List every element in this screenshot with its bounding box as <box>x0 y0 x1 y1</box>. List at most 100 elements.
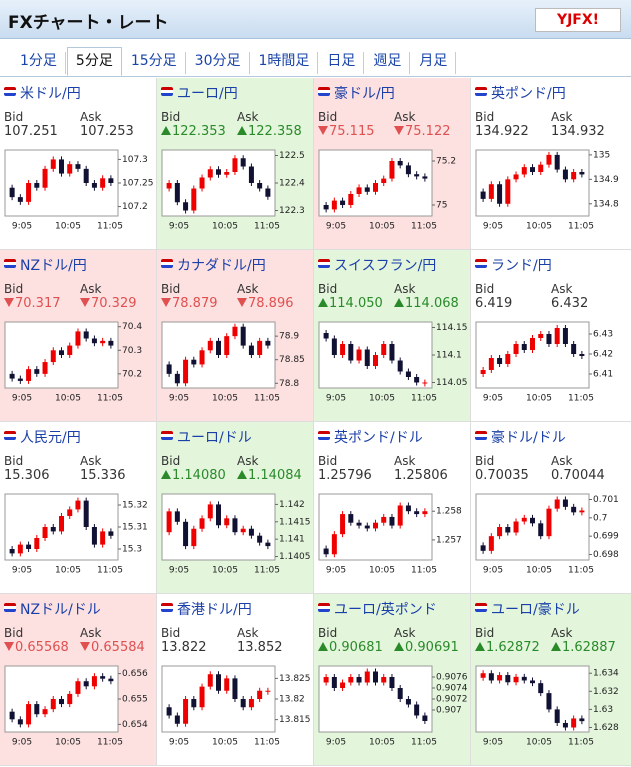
candle-body <box>207 504 213 519</box>
flag-icon <box>475 259 487 268</box>
pair-name[interactable]: ユーロ/円 <box>177 86 238 102</box>
candle-body <box>405 699 411 705</box>
candle-body <box>538 334 544 338</box>
bid-value: 15.306 <box>4 468 50 483</box>
bid-label: Bid <box>161 626 181 640</box>
candle-body <box>199 177 205 189</box>
ask-value: 78.896 <box>237 296 294 311</box>
candle-body <box>323 548 329 555</box>
candle-body <box>389 344 395 361</box>
candle-body <box>571 172 577 180</box>
x-tick-label: 9:05 <box>483 222 503 232</box>
y-tick-label: 114.1 <box>436 351 462 361</box>
candle-body <box>265 542 271 547</box>
y-tick-label: 1.1415 <box>279 517 311 527</box>
candle-body <box>513 174 519 180</box>
pair-name[interactable]: 人民元/円 <box>20 430 81 446</box>
candle-body <box>34 183 40 188</box>
pair-name[interactable]: ユーロ/英ポンド <box>334 602 437 618</box>
candle-body <box>546 154 552 165</box>
mini-chart[interactable]: 75 75.2 9:05 10:05 11:05 <box>314 146 470 236</box>
mini-chart[interactable]: 6.41 6.42 6.43 9:05 10:05 11:05 <box>471 318 627 408</box>
pair-name[interactable]: NZドル/円 <box>20 258 87 274</box>
candle-body <box>538 683 544 694</box>
bid-label: Bid <box>161 454 181 468</box>
candle-body <box>579 718 585 722</box>
y-tick-label: 134.8 <box>593 199 619 209</box>
x-tick-label: 10:05 <box>369 394 395 404</box>
plot-area <box>318 493 433 561</box>
y-tick-label: 15.3 <box>122 545 142 555</box>
tab[interactable]: 月足 <box>411 52 457 74</box>
pair-tile: ランド/円 Bid Ask 6.419 6.432 6.41 6.42 6.43 9:05 10:… <box>471 250 631 422</box>
mini-chart[interactable]: 15.3 15.31 15.32 9:05 10:05 11:05 <box>0 490 156 580</box>
pair-name[interactable]: 豪ドル/ドル <box>491 430 566 446</box>
mini-chart[interactable]: 1.1405 1.141 1.1415 1.142 9:05 10:05 11:05 <box>157 490 313 580</box>
candle-body <box>224 678 230 691</box>
bid-value: 6.419 <box>475 296 513 311</box>
mini-chart[interactable]: 0.654 0.655 0.656 9:05 10:05 11:05 <box>0 662 156 752</box>
bid-label: Bid <box>161 110 181 124</box>
pair-name[interactable]: ユーロ/豪ドル <box>491 602 580 618</box>
pair-name[interactable]: ランド/円 <box>491 258 552 274</box>
mini-chart[interactable]: 114.05 114.1 114.15 9:05 10:05 11:05 <box>314 318 470 408</box>
candle-body <box>356 677 362 683</box>
y-tick-label: 78.85 <box>279 355 305 365</box>
mini-chart[interactable]: 78.8 78.85 78.9 9:05 10:05 11:05 <box>157 318 313 408</box>
tab[interactable]: 日足 <box>319 52 365 74</box>
candle-body <box>26 704 32 725</box>
tab[interactable]: 週足 <box>365 52 411 74</box>
candle-body <box>191 528 197 547</box>
bid-value: 75.115 <box>318 124 375 139</box>
x-tick-label: 9:05 <box>12 394 32 404</box>
candle-body <box>59 699 64 705</box>
plot-area <box>161 149 276 217</box>
mini-chart[interactable]: 134.8 134.9 135 9:05 10:05 11:05 <box>471 146 627 236</box>
mini-chart[interactable]: 1.257 1.258 9:05 10:05 11:05 <box>314 490 470 580</box>
candle-body <box>546 508 552 537</box>
mini-chart[interactable]: 1.628 1.63 1.632 1.634 9:05 10:05 11:05 <box>471 662 627 752</box>
pair-name[interactable]: カナダドル/円 <box>177 258 266 274</box>
candle-body <box>26 369 32 381</box>
candle-body <box>83 331 89 339</box>
mini-chart[interactable]: 13.815 13.82 13.825 9:05 10:05 11:05 <box>157 662 313 752</box>
pair-name[interactable]: スイスフラン/円 <box>334 258 437 274</box>
y-tick-label: 78.8 <box>279 379 299 389</box>
pair-tile: 豪ドル/円 Bid Ask 75.115 75.122 75 75.2 9:05 10:05 11… <box>314 78 471 250</box>
logo[interactable]: YJFX! <box>535 8 621 32</box>
candle-body <box>497 358 503 364</box>
pair-name[interactable]: 米ドル/円 <box>20 86 81 102</box>
pair-name[interactable]: NZドル/ドル <box>20 602 101 618</box>
pair-name[interactable]: ユーロ/ドル <box>177 430 252 446</box>
y-tick-label: 107.3 <box>122 155 148 165</box>
bid-label: Bid <box>161 282 181 296</box>
pair-name[interactable]: 英ポンド/円 <box>491 86 566 102</box>
pair-name[interactable]: 豪ドル/円 <box>334 86 395 102</box>
tab[interactable]: 15分足 <box>123 52 186 74</box>
bid-value: 0.65568 <box>4 640 69 655</box>
x-tick-label: 9:05 <box>12 222 32 232</box>
ask-label: Ask <box>394 454 416 468</box>
pair-name[interactable]: 英ポンド/ドル <box>334 430 423 446</box>
bid-label: Bid <box>318 110 338 124</box>
bid-label: Bid <box>4 282 24 296</box>
candle-body <box>240 158 246 167</box>
mini-chart[interactable]: 70.2 70.3 70.4 9:05 10:05 11:05 <box>0 318 156 408</box>
tab[interactable]: 5分足 <box>66 47 122 76</box>
candle-body <box>232 326 238 337</box>
candle-body <box>207 674 213 687</box>
mini-chart[interactable]: 0.698 0.699 0.7 0.701 9:05 10:05 11:05 <box>471 490 627 580</box>
mini-chart[interactable]: 107.2 107.25 107.3 9:05 10:05 11:05 <box>0 146 156 236</box>
candle-body <box>42 362 48 374</box>
tab[interactable]: 1分足 <box>12 52 66 74</box>
pair-tile: ユーロ/英ポンド Bid Ask 0.90681 0.90691 0.907 0.9072 0… <box>314 594 471 766</box>
pair-name[interactable]: 香港ドル/円 <box>177 602 252 618</box>
tab[interactable]: 1時間足 <box>251 52 319 74</box>
ask-value: 15.336 <box>80 468 126 483</box>
tab[interactable]: 30分足 <box>187 52 250 74</box>
ask-label: Ask <box>394 626 416 640</box>
mini-chart[interactable]: 122.3 122.4 122.5 9:05 10:05 11:05 <box>157 146 313 236</box>
candle-body <box>340 344 346 355</box>
flag-icon <box>161 259 173 268</box>
